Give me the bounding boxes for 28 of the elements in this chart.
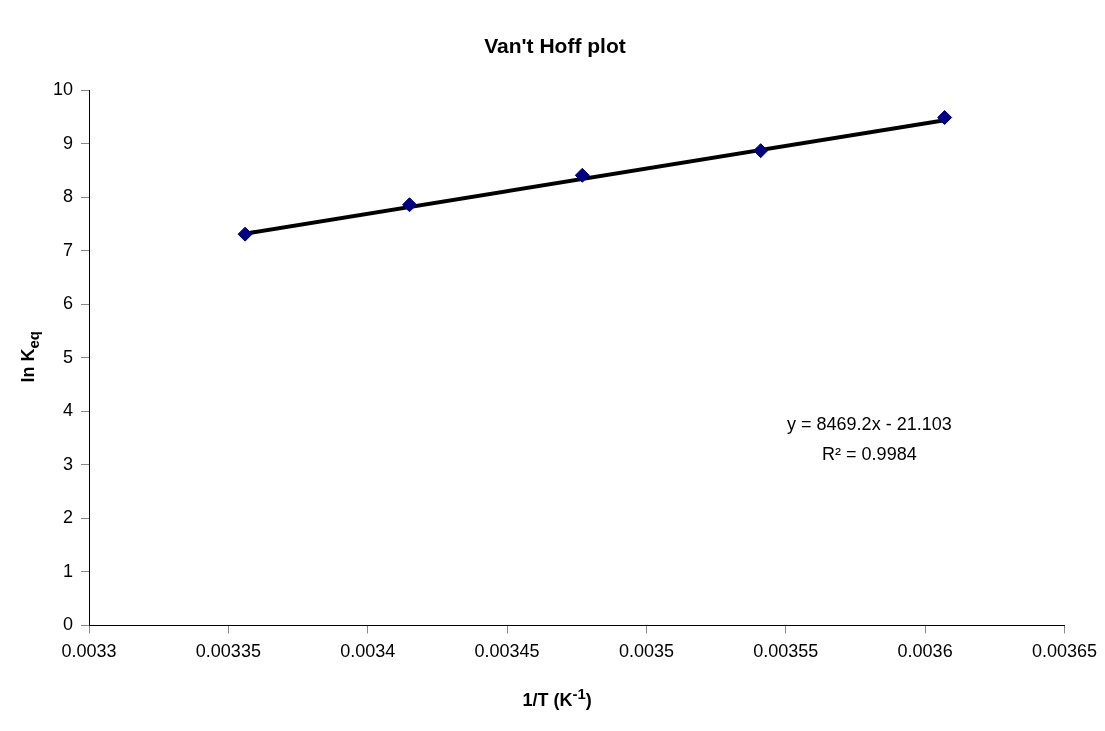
y-tick-label: 4 xyxy=(63,400,74,421)
x-tick-label: 0.00345 xyxy=(474,641,540,662)
x-tick-label: 0.0035 xyxy=(618,641,674,662)
y-tick-label: 8 xyxy=(63,186,74,207)
point xyxy=(937,110,953,125)
x-tick-label: 0.00365 xyxy=(1031,641,1098,662)
y-tick-label: 10 xyxy=(52,79,74,100)
y-tick-label: 1 xyxy=(63,560,74,581)
point xyxy=(237,226,253,242)
y-tick-label: 3 xyxy=(63,453,74,474)
y-tick-label: 2 xyxy=(63,507,74,528)
x-tick-label: 0.0033 xyxy=(61,641,117,662)
x-tick-label: 0.00335 xyxy=(195,641,261,662)
y-tick-label: 0 xyxy=(63,614,74,635)
chart-title: Van't Hoff plot xyxy=(484,34,626,58)
point xyxy=(753,143,769,159)
annotation: y = 8469.2x - 21.103 xyxy=(787,413,952,434)
y-tick-label: 9 xyxy=(63,132,74,153)
x-axis-title: 1/T (K$^{-1}$) xyxy=(522,685,592,711)
x-tick-label: 0.0036 xyxy=(897,641,953,662)
point xyxy=(402,197,418,213)
x-tick-label: 0.00355 xyxy=(753,641,819,662)
x-tick-label: 0.0034 xyxy=(340,641,396,662)
point xyxy=(574,167,590,183)
annotation: R² = 0.9984 xyxy=(822,443,917,464)
y-tick-label: 7 xyxy=(63,239,74,260)
y-tick-label: 5 xyxy=(63,346,74,367)
y-tick-label: 6 xyxy=(63,293,74,314)
